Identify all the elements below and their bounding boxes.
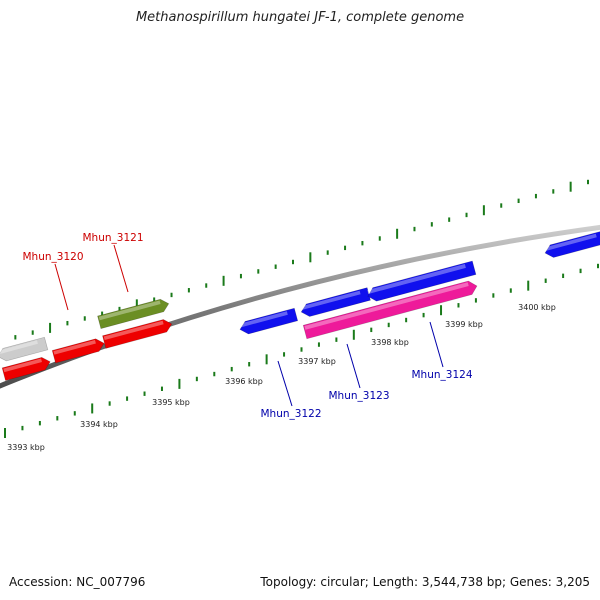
gene-arrow[interactable] — [51, 337, 106, 364]
gene-unlabeled[interactable] — [300, 287, 371, 319]
gene-arrow[interactable] — [0, 336, 49, 362]
gene-arrow[interactable] — [238, 307, 299, 336]
gene-label[interactable]: Mhun_3123 — [329, 390, 390, 402]
label-leaders — [54, 244, 444, 407]
label-leader-line — [429, 321, 444, 368]
label-leader-line — [277, 360, 293, 407]
gene-labels: Mhun_3120 Mhun_3121 Mhun_3122 Mhun_3123 Mhun… — [23, 232, 473, 420]
gene-arrow[interactable] — [300, 287, 371, 319]
gene-arrow[interactable] — [1, 356, 52, 381]
gene-mhun-3120[interactable] — [102, 318, 174, 349]
gene-label[interactable]: Mhun_3124 — [412, 369, 473, 381]
label-leader-line — [346, 343, 361, 389]
gene-mhun-3122[interactable] — [238, 307, 299, 336]
label-leader-line — [54, 263, 69, 311]
scale-label: 3394 kbp — [80, 420, 118, 429]
scale-label: 3396 kbp — [225, 377, 263, 386]
gene-label[interactable]: Mhun_3121 — [83, 232, 144, 244]
scale-label: 3400 kbp — [518, 303, 556, 312]
gene-label[interactable]: Mhun_3122 — [261, 408, 322, 420]
gene-unlabeled[interactable] — [0, 336, 49, 362]
scale-label: 3393 kbp — [7, 443, 45, 452]
genes-layer — [0, 230, 600, 381]
inner-tick-row — [4, 263, 599, 438]
label-leader-line — [113, 244, 129, 293]
gene-unlabeled[interactable] — [51, 337, 106, 364]
gene-label[interactable]: Mhun_3120 — [23, 251, 84, 263]
gene-arrow[interactable] — [366, 260, 477, 303]
scale-label: 3397 kbp — [298, 357, 336, 366]
genome-summary-text: Topology: circular; Length: 3,544,738 bp… — [260, 575, 590, 589]
gene-arrow[interactable] — [543, 230, 600, 260]
scale-label: 3395 kbp — [152, 398, 190, 407]
genome-title: Methanospirillum hungatei JF-1, complete… — [135, 10, 465, 25]
gene-arrow[interactable] — [302, 279, 479, 340]
gene-mhun-3121[interactable] — [97, 297, 171, 329]
gene-unlabeled[interactable] — [543, 230, 600, 260]
gene-arrow[interactable] — [97, 297, 171, 329]
outer-tick-row — [14, 179, 589, 340]
scale-label: 3399 kbp — [445, 320, 483, 329]
gene-unlabeled[interactable] — [366, 260, 477, 303]
scale-label: 3398 kbp — [371, 338, 409, 347]
gene-unlabeled[interactable] — [1, 356, 52, 381]
gene-arrow[interactable] — [102, 318, 174, 349]
gene-mhun-3123[interactable] — [302, 279, 479, 340]
accession-text: Accession: NC_007796 — [9, 575, 146, 589]
scale-labels: 3393 kbp 3394 kbp 3395 kbp 3396 kbp 3397 kbp… — [7, 303, 556, 452]
